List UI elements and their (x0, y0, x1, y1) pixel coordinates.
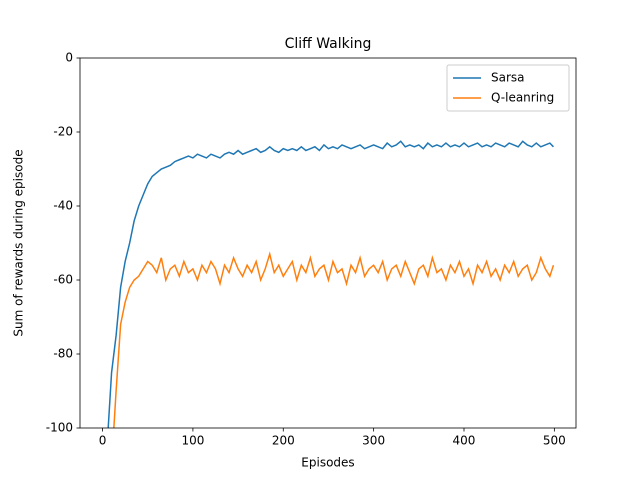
x-tick-label: 300 (362, 434, 385, 448)
y-tick-label: -100 (46, 421, 73, 435)
plot-lines (107, 140, 555, 428)
x-tick-label: 200 (272, 434, 295, 448)
y-tick-label: -60 (53, 273, 73, 287)
line-series (107, 140, 554, 428)
chart-title: Cliff Walking (285, 36, 372, 52)
y-axis-label: Sum of rewards during episode (12, 149, 26, 336)
legend-label: Sarsa (491, 71, 525, 85)
x-tick-label: 0 (99, 434, 107, 448)
y-tick-label: -80 (53, 347, 73, 361)
line-series (113, 251, 555, 428)
y-tick-label: -20 (53, 125, 73, 139)
x-axis-label: Episodes (301, 456, 354, 470)
axes-frame (79, 57, 577, 429)
y-tick-label: 0 (65, 51, 73, 65)
legend-label: Q-leanring (491, 91, 554, 105)
legend-box (446, 64, 570, 112)
y-tick-label: -40 (53, 199, 73, 213)
x-tick-label: 500 (543, 434, 566, 448)
x-tick-label: 100 (181, 434, 204, 448)
x-tick-label: 400 (453, 434, 476, 448)
